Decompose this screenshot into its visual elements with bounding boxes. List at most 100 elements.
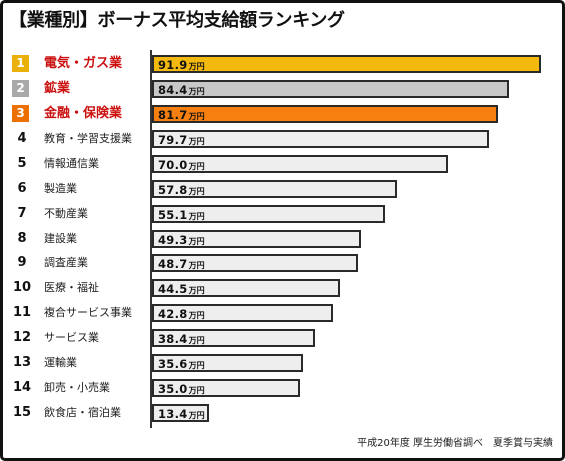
category-label-13: 運輸業 bbox=[44, 356, 77, 370]
value-label-7: 55.1万円 bbox=[158, 207, 205, 224]
ranking-row-2: 2 鉱業 84.4万円 bbox=[0, 77, 565, 101]
rank-badge-3: 3 bbox=[12, 104, 29, 122]
value-number-8: 49.3 bbox=[158, 232, 188, 247]
value-number-6: 57.8 bbox=[158, 182, 188, 197]
rank-number-14: 14 bbox=[12, 380, 32, 396]
value-label-15: 13.4万円 bbox=[158, 406, 205, 423]
bar-5: 70.0万円 bbox=[152, 154, 449, 174]
rank-number-8: 8 bbox=[17, 230, 27, 246]
value-unit-13: 万円 bbox=[188, 361, 205, 371]
value-unit-7: 万円 bbox=[188, 211, 205, 221]
category-label-5: 情報通信業 bbox=[44, 156, 99, 170]
value-number-3: 81.7 bbox=[158, 107, 188, 122]
chart-title: 【業種別】ボーナス平均支給額ランキング bbox=[9, 10, 345, 31]
bar-8: 49.3万円 bbox=[152, 229, 361, 249]
value-number-14: 35.0 bbox=[158, 382, 188, 397]
ranking-row-5: 5 情報通信業 70.0万円 bbox=[0, 152, 565, 176]
bar-11: 42.8万円 bbox=[152, 304, 334, 323]
value-unit-12: 万円 bbox=[188, 336, 205, 346]
bar-12: 38.4万円 bbox=[152, 329, 315, 348]
rank-badge-1: 1 bbox=[12, 55, 29, 72]
category-label-15: 飲食店・宿泊業 bbox=[44, 406, 121, 420]
value-unit-3: 万円 bbox=[188, 111, 205, 121]
value-unit-14: 万円 bbox=[188, 386, 205, 396]
value-label-12: 38.4万円 bbox=[158, 331, 205, 348]
value-number-10: 44.5 bbox=[158, 282, 188, 297]
value-number-15: 13.4 bbox=[158, 407, 188, 422]
value-label-8: 49.3万円 bbox=[158, 232, 205, 249]
rank-number-5: 5 bbox=[17, 155, 27, 171]
ranking-row-12: 12 サービス業 38.4万円 bbox=[0, 326, 565, 350]
value-number-4: 79.7 bbox=[158, 132, 188, 147]
category-label-12: サービス業 bbox=[44, 331, 99, 345]
ranking-row-3: 3 金融・保険業 81.7万円 bbox=[0, 102, 565, 126]
value-label-6: 57.8万円 bbox=[158, 182, 205, 199]
ranking-row-14: 14 卸売・小売業 35.0万円 bbox=[0, 376, 565, 400]
bar-10: 44.5万円 bbox=[152, 279, 341, 298]
value-unit-15: 万円 bbox=[188, 411, 205, 421]
rank-number-13: 13 bbox=[12, 355, 32, 371]
ranking-row-1: 1 電気・ガス業 91.9万円 bbox=[0, 52, 565, 76]
rank-badge-2: 2 bbox=[12, 79, 29, 97]
value-number-9: 48.7 bbox=[158, 257, 188, 272]
value-number-13: 35.6 bbox=[158, 357, 188, 372]
bar-13: 35.6万円 bbox=[152, 354, 303, 373]
value-number-7: 55.1 bbox=[158, 207, 188, 222]
value-label-10: 44.5万円 bbox=[158, 281, 205, 298]
category-label-14: 卸売・小売業 bbox=[44, 381, 110, 395]
ranking-row-10: 10 医療・福祉 44.5万円 bbox=[0, 276, 565, 300]
category-axis-line bbox=[150, 50, 152, 428]
category-label-8: 建設業 bbox=[44, 231, 77, 245]
category-label-2: 鉱業 bbox=[44, 80, 71, 96]
value-number-5: 70.0 bbox=[158, 157, 188, 172]
value-label-3: 81.7万円 bbox=[158, 107, 205, 124]
rank-number-12: 12 bbox=[12, 330, 32, 346]
category-label-9: 調査産業 bbox=[44, 256, 88, 270]
source-note: 平成20年度 厚生労働省調べ 夏季賞与実績 bbox=[357, 438, 553, 449]
ranking-row-15: 15 飲食店・宿泊業 13.4万円 bbox=[0, 401, 565, 425]
rank-number-10: 10 bbox=[12, 280, 32, 296]
bar-14: 35.0万円 bbox=[152, 379, 301, 398]
category-label-10: 医療・福祉 bbox=[44, 281, 99, 295]
bar-7: 55.1万円 bbox=[152, 204, 386, 224]
ranking-row-9: 9 調査産業 48.7万円 bbox=[0, 251, 565, 275]
rank-number-4: 4 bbox=[17, 130, 27, 146]
value-label-1: 91.9万円 bbox=[158, 57, 205, 74]
value-unit-10: 万円 bbox=[188, 286, 205, 296]
category-label-7: 不動産業 bbox=[44, 206, 88, 220]
value-label-2: 84.4万円 bbox=[158, 82, 205, 99]
value-unit-8: 万円 bbox=[188, 236, 205, 246]
value-unit-11: 万円 bbox=[188, 311, 205, 321]
value-label-11: 42.8万円 bbox=[158, 306, 205, 323]
rank-number-11: 11 bbox=[12, 305, 32, 321]
value-number-2: 84.4 bbox=[158, 82, 188, 97]
rank-number-6: 6 bbox=[17, 180, 27, 196]
value-number-12: 38.4 bbox=[158, 332, 188, 347]
value-label-5: 70.0万円 bbox=[158, 157, 205, 174]
category-label-4: 教育・学習支援業 bbox=[44, 131, 132, 145]
bar-2: 84.4万円 bbox=[152, 79, 510, 99]
ranking-row-13: 13 運輸業 35.6万円 bbox=[0, 351, 565, 375]
category-label-11: 複合サービス事業 bbox=[44, 306, 132, 320]
category-label-3: 金融・保険業 bbox=[44, 105, 123, 121]
ranking-row-8: 8 建設業 49.3万円 bbox=[0, 227, 565, 251]
ranking-row-7: 7 不動産業 55.1万円 bbox=[0, 202, 565, 226]
bar-6: 57.8万円 bbox=[152, 179, 397, 199]
bar-15: 13.4万円 bbox=[152, 404, 209, 423]
ranking-row-6: 6 製造業 57.8万円 bbox=[0, 177, 565, 201]
ranking-row-4: 4 教育・学習支援業 79.7万円 bbox=[0, 127, 565, 151]
value-unit-6: 万円 bbox=[188, 186, 205, 196]
bar-1: 91.9万円 bbox=[152, 55, 541, 73]
ranking-row-11: 11 複合サービス事業 42.8万円 bbox=[0, 301, 565, 325]
category-label-1: 電気・ガス業 bbox=[44, 56, 123, 71]
bar-4: 79.7万円 bbox=[152, 129, 490, 148]
value-unit-1: 万円 bbox=[188, 62, 205, 71]
value-unit-2: 万円 bbox=[188, 86, 205, 96]
bar-9: 48.7万円 bbox=[152, 254, 359, 273]
value-unit-5: 万円 bbox=[188, 161, 205, 171]
rank-number-7: 7 bbox=[17, 205, 27, 221]
value-number-11: 42.8 bbox=[158, 307, 188, 322]
value-unit-9: 万円 bbox=[188, 261, 205, 271]
rank-number-15: 15 bbox=[12, 405, 32, 421]
